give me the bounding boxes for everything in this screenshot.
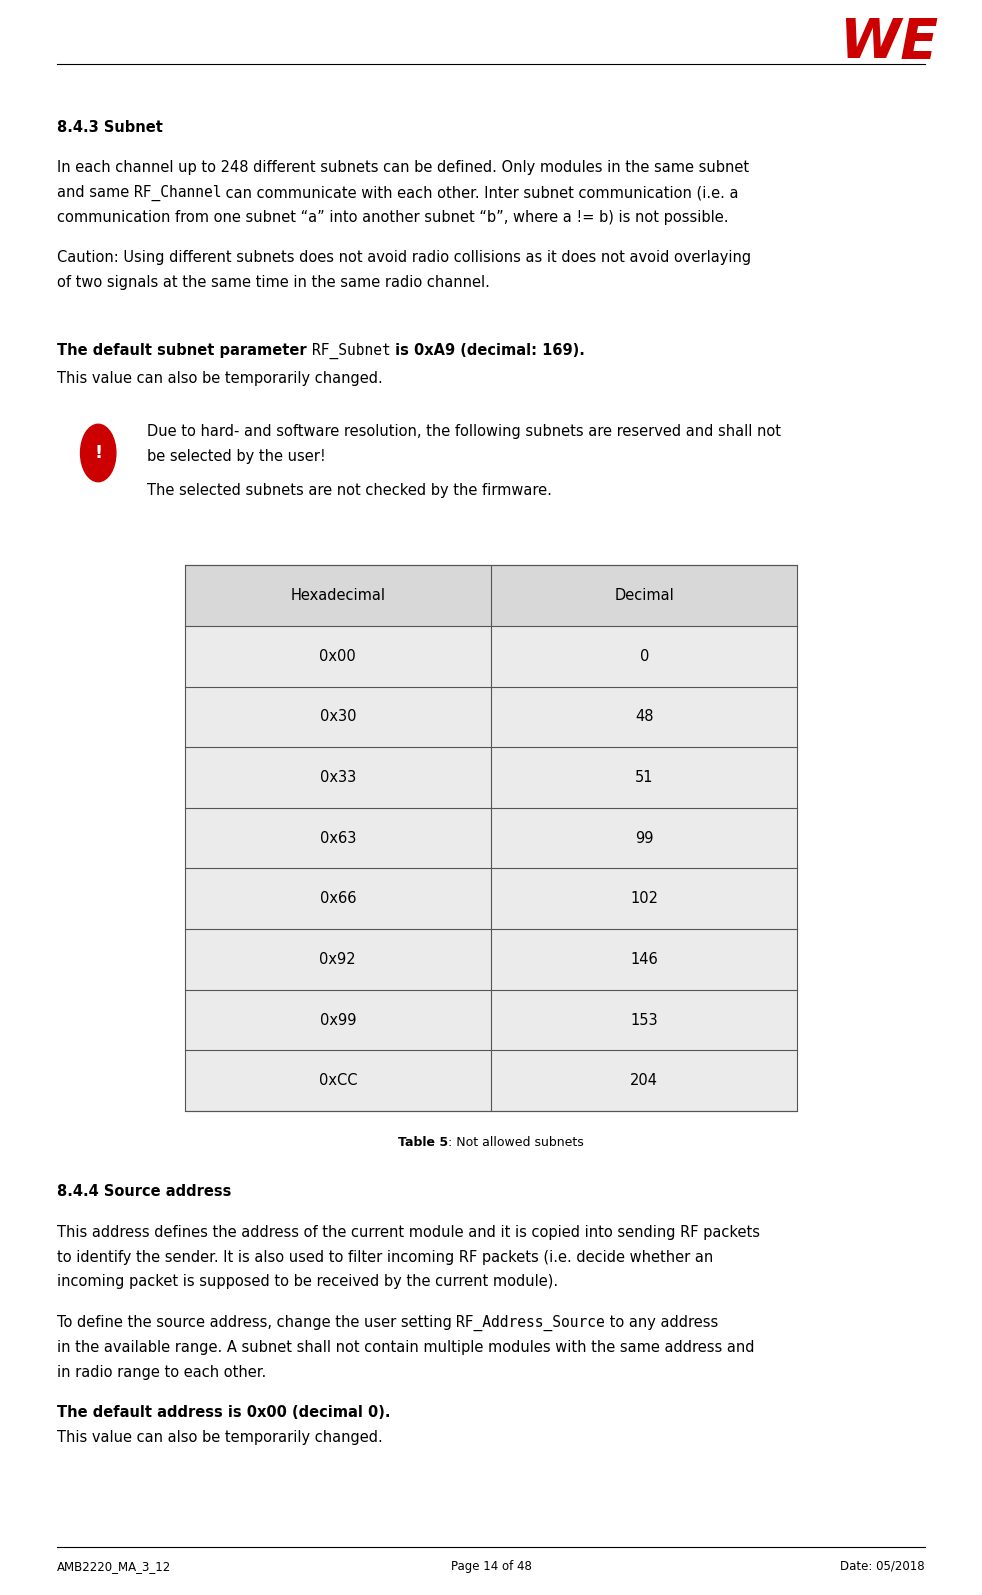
- Text: 153: 153: [630, 1013, 658, 1027]
- Bar: [185, 686, 797, 746]
- Text: can communicate with each other. Inter subnet communication (i.e. a: can communicate with each other. Inter s…: [221, 185, 738, 199]
- Text: To define the source address, change the user setting: To define the source address, change the…: [57, 1314, 457, 1330]
- Text: WE: WE: [839, 16, 938, 70]
- Text: 102: 102: [630, 892, 658, 906]
- Text: The default subnet parameter: The default subnet parameter: [57, 343, 311, 357]
- Text: !: !: [94, 443, 102, 463]
- Text: to any address: to any address: [605, 1314, 719, 1330]
- Bar: [185, 807, 797, 868]
- Text: 99: 99: [635, 831, 653, 845]
- Bar: [185, 1050, 797, 1110]
- Text: 48: 48: [635, 710, 653, 724]
- Text: Caution: Using different subnets does not avoid radio collisions as it does not : Caution: Using different subnets does no…: [57, 250, 751, 265]
- Text: 204: 204: [630, 1073, 658, 1088]
- Text: Date: 05/2018: Date: 05/2018: [841, 1560, 925, 1573]
- Bar: [185, 868, 797, 928]
- Text: 146: 146: [630, 952, 658, 967]
- Text: 0x63: 0x63: [319, 831, 356, 845]
- Text: AMB2220_MA_3_12: AMB2220_MA_3_12: [57, 1560, 171, 1573]
- Text: 51: 51: [635, 770, 653, 785]
- Text: 0x66: 0x66: [319, 892, 356, 906]
- Bar: [185, 928, 797, 989]
- Text: Table 5: Table 5: [398, 1136, 448, 1150]
- Text: is 0xA9 (decimal: 169).: is 0xA9 (decimal: 169).: [391, 343, 585, 357]
- Text: be selected by the user!: be selected by the user!: [147, 448, 326, 464]
- Text: and same: and same: [57, 185, 134, 199]
- Text: This value can also be temporarily changed.: This value can also be temporarily chang…: [57, 1429, 383, 1445]
- Text: RF_Address_Source: RF_Address_Source: [457, 1314, 605, 1332]
- Text: This value can also be temporarily changed.: This value can also be temporarily chang…: [57, 370, 383, 386]
- Text: Hexadecimal: Hexadecimal: [291, 589, 385, 603]
- Text: in the available range. A subnet shall not contain multiple modules with the sam: in the available range. A subnet shall n…: [57, 1340, 754, 1354]
- Text: This address defines the address of the current module and it is copied into sen: This address defines the address of the …: [57, 1225, 760, 1239]
- Text: 8.4.4 Source address: 8.4.4 Source address: [57, 1183, 232, 1199]
- Text: 0x33: 0x33: [320, 770, 355, 785]
- Text: : Not allowed subnets: : Not allowed subnets: [448, 1136, 584, 1150]
- Text: incoming packet is supposed to be received by the current module).: incoming packet is supposed to be receiv…: [57, 1274, 558, 1289]
- Text: 0x30: 0x30: [319, 710, 356, 724]
- Text: 0: 0: [639, 649, 649, 664]
- Text: 0xCC: 0xCC: [318, 1073, 357, 1088]
- Text: Decimal: Decimal: [615, 589, 674, 603]
- Text: of two signals at the same time in the same radio channel.: of two signals at the same time in the s…: [57, 274, 490, 290]
- Text: RF_Subnet: RF_Subnet: [311, 343, 391, 359]
- Circle shape: [81, 424, 116, 482]
- Text: The default address is 0x00 (decimal 0).: The default address is 0x00 (decimal 0).: [57, 1405, 391, 1420]
- Text: 0x00: 0x00: [319, 649, 356, 664]
- Text: 8.4.3 Subnet: 8.4.3 Subnet: [57, 120, 163, 134]
- Bar: [185, 565, 797, 625]
- Text: Due to hard- and software resolution, the following subnets are reserved and sha: Due to hard- and software resolution, th…: [147, 424, 782, 439]
- Bar: [185, 989, 797, 1050]
- Text: 0x99: 0x99: [319, 1013, 356, 1027]
- Text: in radio range to each other.: in radio range to each other.: [57, 1364, 266, 1380]
- Text: to identify the sender. It is also used to filter incoming RF packets (i.e. deci: to identify the sender. It is also used …: [57, 1249, 713, 1265]
- Text: Page 14 of 48: Page 14 of 48: [451, 1560, 531, 1573]
- Text: RF_Channel: RF_Channel: [134, 185, 221, 201]
- Text: communication from one subnet “a” into another subnet “b”, where a != b) is not : communication from one subnet “a” into a…: [57, 209, 729, 225]
- Text: 0x92: 0x92: [319, 952, 356, 967]
- Bar: [185, 565, 797, 1110]
- Bar: [185, 746, 797, 807]
- Bar: [185, 625, 797, 686]
- Text: The selected subnets are not checked by the firmware.: The selected subnets are not checked by …: [147, 483, 552, 498]
- Text: In each channel up to 248 different subnets can be defined. Only modules in the : In each channel up to 248 different subn…: [57, 160, 749, 175]
